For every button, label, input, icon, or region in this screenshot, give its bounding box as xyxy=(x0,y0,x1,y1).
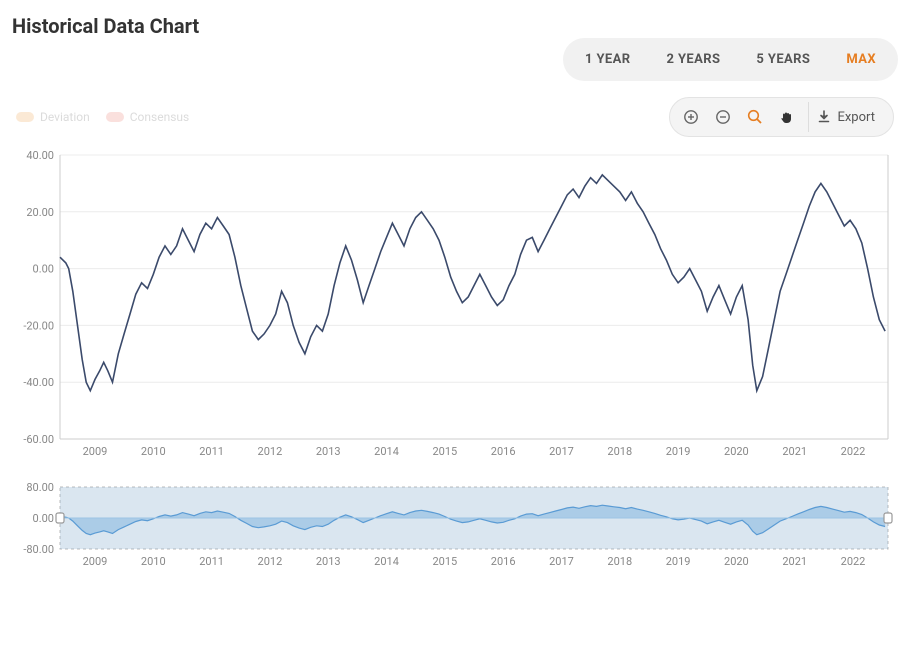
main-chart[interactable]: -60.00 -40.00 -20.00 0.00 20.00 40.00 2009 2010… xyxy=(12,145,898,465)
range-pill-5-years[interactable]: 5 YEARS xyxy=(738,42,828,77)
search-zoom-icon[interactable] xyxy=(740,102,770,132)
export-label: Export xyxy=(837,110,875,125)
svg-text:2013: 2013 xyxy=(316,445,341,458)
range-pill-1-year[interactable]: 1 YEAR xyxy=(567,42,649,77)
svg-text:2015: 2015 xyxy=(432,445,457,458)
range-pill-2-years[interactable]: 2 YEARS xyxy=(648,42,738,77)
svg-text:40.00: 40.00 xyxy=(26,149,54,162)
svg-text:2011: 2011 xyxy=(199,445,224,458)
download-icon xyxy=(817,110,831,124)
svg-text:-80.00: -80.00 xyxy=(23,543,54,556)
svg-text:-60.00: -60.00 xyxy=(23,433,54,446)
svg-text:2020: 2020 xyxy=(724,555,749,568)
page-title: Historical Data Chart xyxy=(12,10,199,38)
svg-text:2015: 2015 xyxy=(432,555,457,568)
zoom-out-icon[interactable] xyxy=(708,102,738,132)
svg-text:2014: 2014 xyxy=(374,555,399,568)
legend-label: Consensus xyxy=(130,110,189,124)
svg-text:80.00: 80.00 xyxy=(26,483,54,494)
svg-text:2019: 2019 xyxy=(666,555,691,568)
svg-text:0.00: 0.00 xyxy=(33,263,54,276)
legend-swatch xyxy=(16,112,34,122)
svg-text:2011: 2011 xyxy=(199,555,224,568)
legend-swatch xyxy=(106,112,124,122)
svg-text:2017: 2017 xyxy=(549,555,574,568)
svg-text:2018: 2018 xyxy=(607,445,632,458)
svg-text:-20.00: -20.00 xyxy=(23,319,54,332)
export-button[interactable]: Export xyxy=(808,102,887,132)
legend-item-deviation[interactable]: Deviation xyxy=(16,110,90,124)
chart-legend: Deviation Consensus xyxy=(16,110,189,124)
svg-text:2016: 2016 xyxy=(491,555,516,568)
svg-text:2021: 2021 xyxy=(782,555,807,568)
svg-text:2020: 2020 xyxy=(724,445,749,458)
legend-label: Deviation xyxy=(40,110,90,124)
svg-text:-40.00: -40.00 xyxy=(23,376,54,389)
pan-hand-icon[interactable] xyxy=(772,102,802,132)
svg-text:2012: 2012 xyxy=(258,555,283,568)
svg-text:2010: 2010 xyxy=(141,445,166,458)
svg-text:2019: 2019 xyxy=(666,445,691,458)
svg-text:2010: 2010 xyxy=(141,555,166,568)
zoom-in-icon[interactable] xyxy=(676,102,706,132)
svg-text:2017: 2017 xyxy=(549,445,574,458)
svg-text:2016: 2016 xyxy=(491,445,516,458)
svg-text:2009: 2009 xyxy=(83,445,108,458)
range-pill-max[interactable]: MAX xyxy=(828,42,894,77)
svg-text:2022: 2022 xyxy=(841,445,866,458)
svg-text:2018: 2018 xyxy=(607,555,632,568)
legend-item-consensus[interactable]: Consensus xyxy=(106,110,189,124)
range-selector: 1 YEAR2 YEARS5 YEARSMAX xyxy=(563,38,898,81)
svg-text:2012: 2012 xyxy=(258,445,283,458)
svg-text:2009: 2009 xyxy=(83,555,108,568)
overview-chart[interactable]: -80.00 0.00 80.00 2009 2010 2011 2012 2013 2014 2… xyxy=(12,483,898,571)
svg-text:2014: 2014 xyxy=(374,445,399,458)
svg-text:2013: 2013 xyxy=(316,555,341,568)
svg-text:2022: 2022 xyxy=(841,555,866,568)
svg-text:20.00: 20.00 xyxy=(26,206,54,219)
svg-text:2021: 2021 xyxy=(782,445,807,458)
svg-text:0.00: 0.00 xyxy=(33,512,54,525)
chart-toolbar: Export xyxy=(669,97,894,137)
